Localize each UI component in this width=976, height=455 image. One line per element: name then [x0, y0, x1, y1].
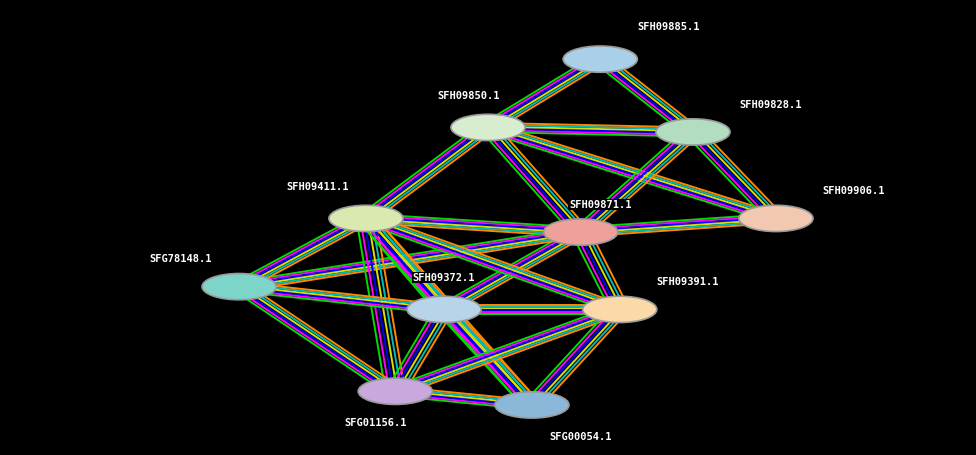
Ellipse shape — [563, 46, 637, 72]
Ellipse shape — [451, 114, 525, 141]
Text: SFH09391.1: SFH09391.1 — [657, 277, 719, 287]
Ellipse shape — [656, 119, 730, 145]
Text: SFH09885.1: SFH09885.1 — [637, 22, 700, 32]
Ellipse shape — [202, 273, 276, 300]
Text: SFH09372.1: SFH09372.1 — [413, 273, 475, 283]
Ellipse shape — [495, 392, 569, 418]
Ellipse shape — [739, 205, 813, 232]
Text: SFH09411.1: SFH09411.1 — [286, 182, 348, 192]
Ellipse shape — [544, 219, 618, 245]
Ellipse shape — [358, 378, 432, 404]
Text: SFH09906.1: SFH09906.1 — [823, 186, 885, 196]
Text: SFG01156.1: SFG01156.1 — [345, 418, 407, 428]
Text: SFH09871.1: SFH09871.1 — [569, 200, 631, 210]
Ellipse shape — [583, 296, 657, 323]
Ellipse shape — [329, 205, 403, 232]
Text: SFH09828.1: SFH09828.1 — [740, 100, 802, 110]
Text: SFH09850.1: SFH09850.1 — [437, 91, 500, 101]
Ellipse shape — [407, 296, 481, 323]
Text: SFG78148.1: SFG78148.1 — [149, 254, 212, 264]
Text: SFG00054.1: SFG00054.1 — [549, 432, 612, 442]
